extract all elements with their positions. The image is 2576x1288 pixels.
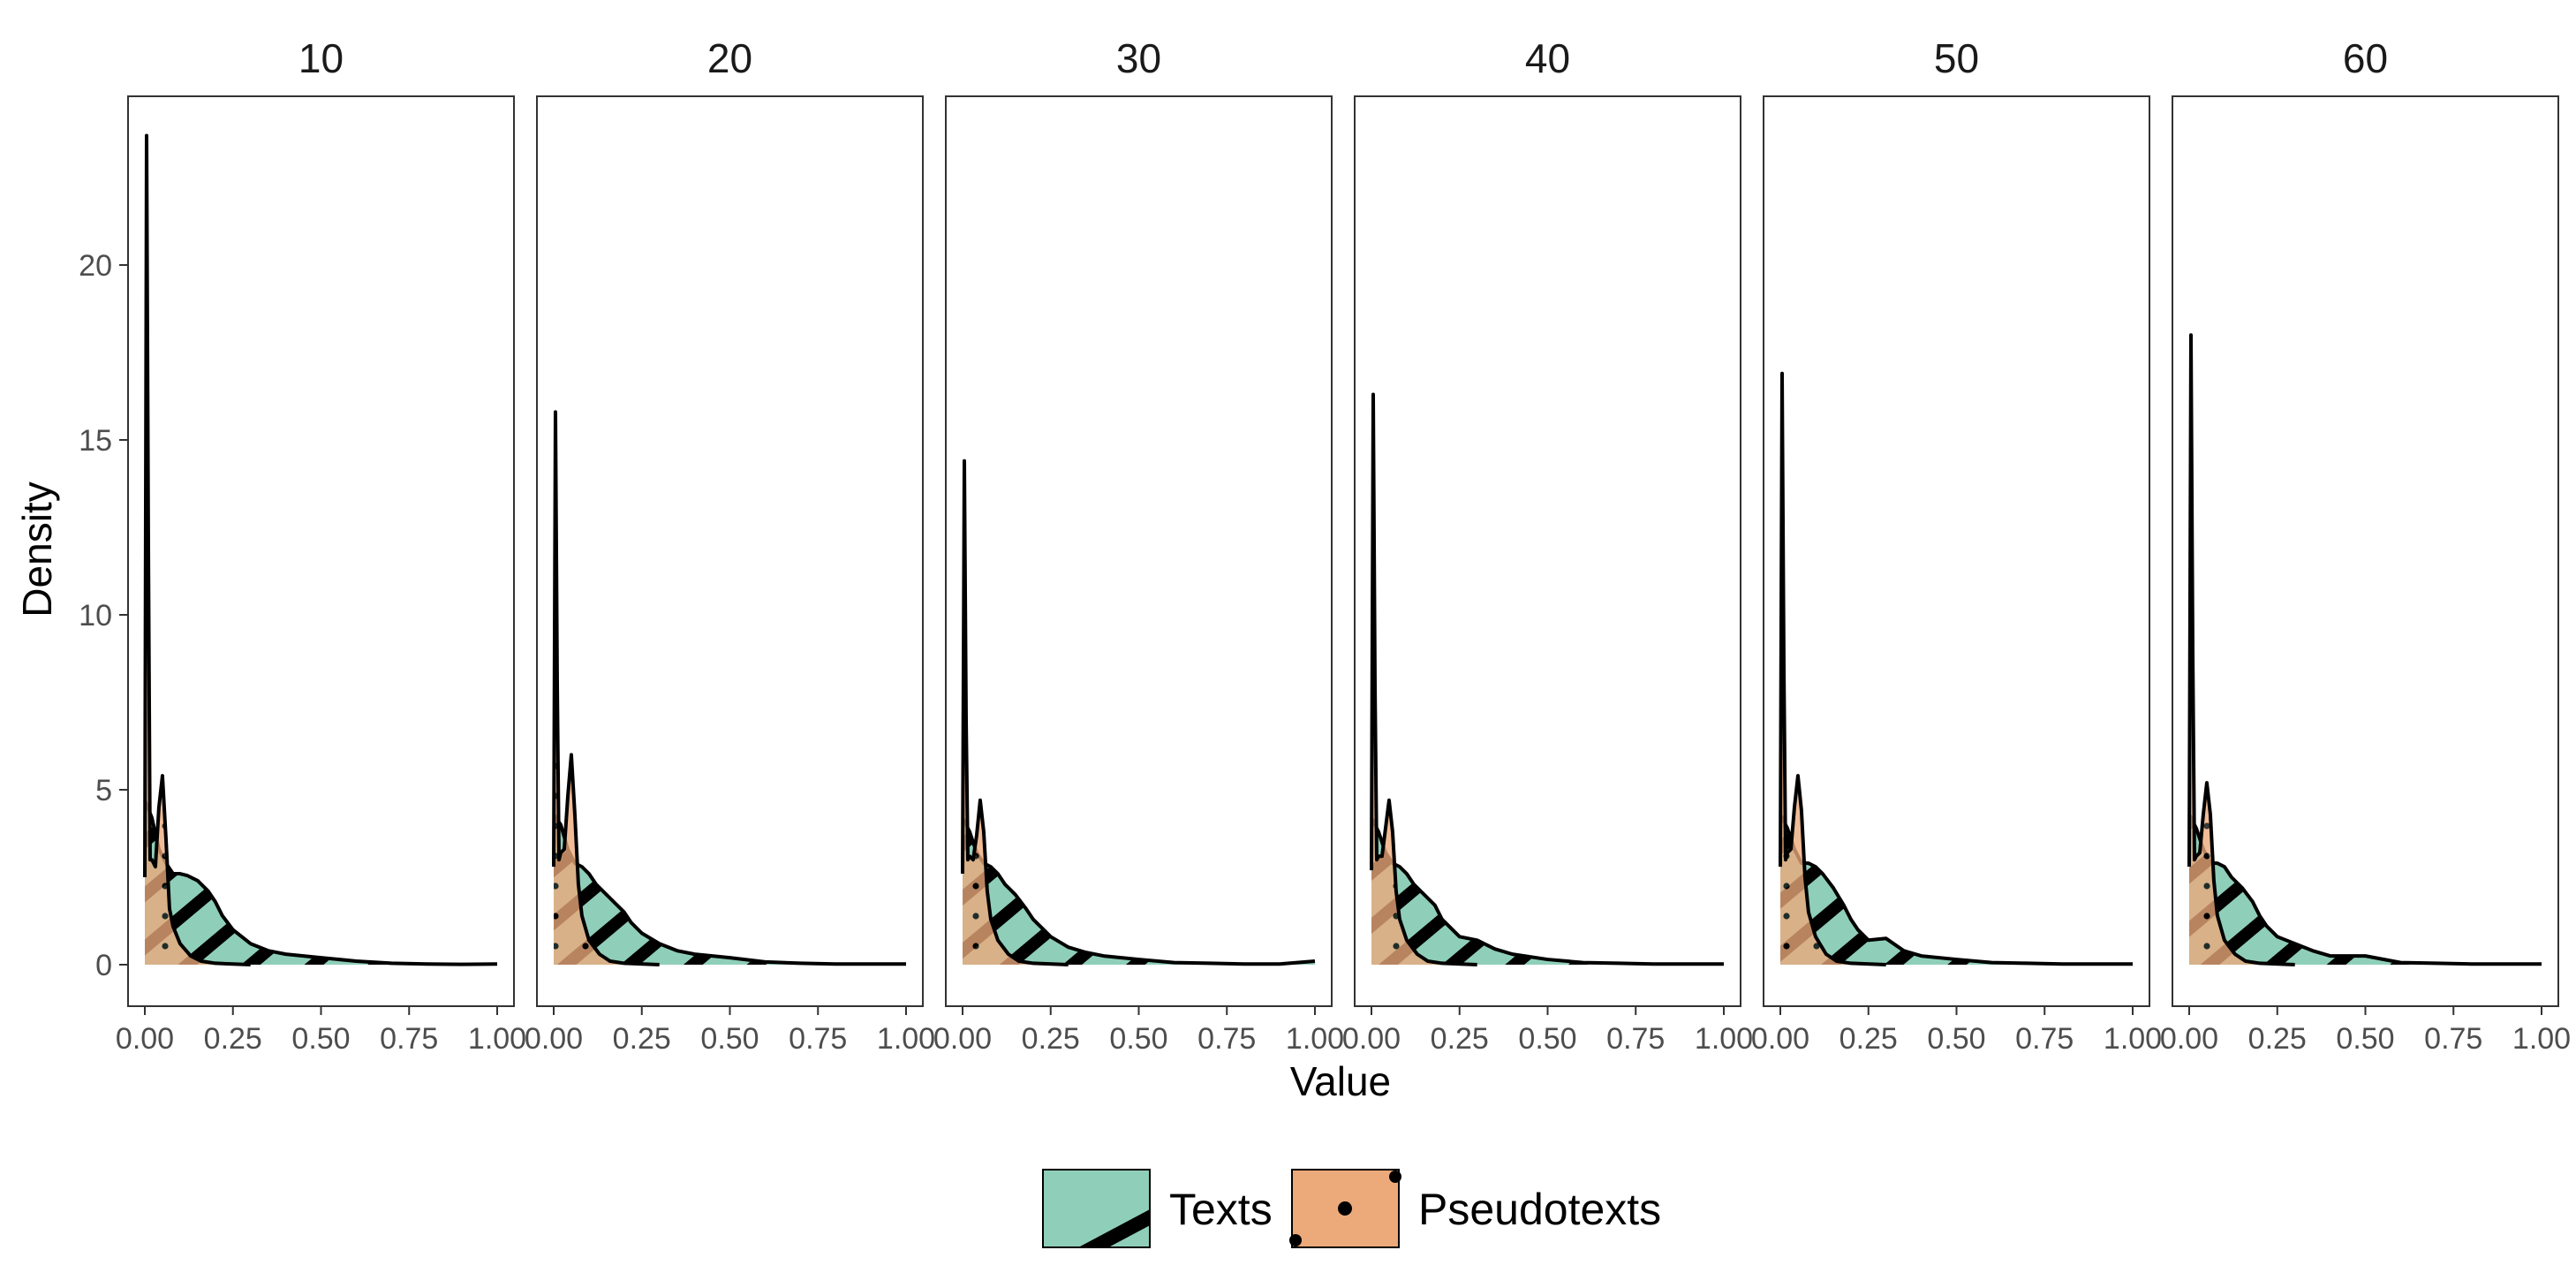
x-tick-label: 0.50 xyxy=(1518,1022,1576,1056)
legend-item-pseudotexts: Pseudotexts xyxy=(1289,1169,1661,1248)
legend-key-corner-dot xyxy=(1289,1234,1302,1246)
x-tick-label: 1.00 xyxy=(1286,1022,1344,1056)
panel-border xyxy=(1354,95,1741,1007)
x-tick-label: 0.00 xyxy=(2160,1022,2218,1056)
panel-plot-area xyxy=(961,458,1316,966)
density-area-pseudotexts xyxy=(145,135,251,966)
legend-key-corner-dot xyxy=(1389,1171,1401,1183)
density-area-pseudotexts xyxy=(1780,373,1886,965)
density-area-pseudotexts xyxy=(1371,394,1477,965)
facet-strip-title: 40 xyxy=(1525,35,1570,81)
facet-strip-title: 60 xyxy=(2343,35,2388,81)
x-tick-label: 1.00 xyxy=(2512,1022,2571,1056)
x-tick-label: 0.25 xyxy=(1839,1022,1898,1056)
y-tick-label: 0 xyxy=(95,949,112,982)
y-axis-title: Density xyxy=(14,481,60,617)
x-axis-title: Value xyxy=(1290,1058,1391,1104)
legend-label-texts: Texts xyxy=(1169,1185,1273,1234)
density-line-pseudotexts xyxy=(1370,392,1477,966)
density-line-pseudotexts xyxy=(143,133,251,966)
density-area-pseudotexts xyxy=(963,460,1069,965)
panel-border xyxy=(127,95,515,1007)
x-tick-label: 0.50 xyxy=(2336,1022,2394,1056)
x-tick-label: 0.50 xyxy=(700,1022,759,1056)
facet-strip-title: 50 xyxy=(1934,35,1979,81)
facet-strip-title: 30 xyxy=(1116,35,1161,81)
x-tick-label: 0.25 xyxy=(2248,1022,2307,1056)
x-tick-label: 0.25 xyxy=(1431,1022,1489,1056)
facet-panel-50: 50 0.00 0.25 0.50 0.75 1.00 xyxy=(1751,35,2162,1056)
y-tick-label: 20 xyxy=(79,249,112,283)
x-tick-label: 0.50 xyxy=(1109,1022,1167,1056)
x-tick-label: 1.00 xyxy=(468,1022,526,1056)
facet-panel-40: 40 0.00 0.25 0.50 0.75 1.00 xyxy=(1342,35,1753,1056)
legend: Texts Pseudotexts xyxy=(1042,1169,1661,1248)
x-tick-label: 0.25 xyxy=(204,1022,262,1056)
x-tick-label: 0.00 xyxy=(116,1022,174,1056)
x-tick-label: 0.75 xyxy=(2015,1022,2074,1056)
legend-label-pseudotexts: Pseudotexts xyxy=(1418,1185,1661,1234)
panel-plot-area xyxy=(143,133,498,966)
facet-panel-60: 60 0.00 0.25 0.50 0.75 1.00 xyxy=(2160,35,2571,1056)
density-line-pseudotexts xyxy=(961,458,1069,966)
panel-plot-area xyxy=(2187,333,2542,966)
density-area-pseudotexts xyxy=(554,412,660,965)
facet-strip-title: 20 xyxy=(707,35,752,81)
panel-border xyxy=(2172,95,2559,1007)
x-tick-label: 1.00 xyxy=(1695,1022,1753,1056)
panel-plot-area xyxy=(552,410,906,966)
legend-item-texts: Texts xyxy=(1042,1169,1273,1248)
x-tick-label: 0.50 xyxy=(1927,1022,1985,1056)
density-line-pseudotexts xyxy=(2187,333,2295,966)
facet-strip-title: 10 xyxy=(298,35,344,81)
x-tick-label: 0.75 xyxy=(1197,1022,1256,1056)
legend-key-dot xyxy=(1338,1201,1352,1216)
x-tick-label: 0.00 xyxy=(525,1022,583,1056)
legend-key-texts xyxy=(1042,1169,1151,1248)
x-tick-label: 0.75 xyxy=(1606,1022,1665,1056)
x-tick-label: 0.25 xyxy=(613,1022,671,1056)
panel-plot-area xyxy=(1370,392,1724,966)
density-line-pseudotexts xyxy=(1779,371,1886,966)
panel-plot-area xyxy=(1779,371,2133,966)
x-tick-label: 0.00 xyxy=(933,1022,992,1056)
panel-border xyxy=(1763,95,2150,1007)
facet-panel-20: 20 0.00 0.25 0.50 0.75 1.00 xyxy=(525,35,935,1056)
x-tick-label: 0.00 xyxy=(1342,1022,1401,1056)
density-area-texts xyxy=(1371,817,1724,965)
panel-border xyxy=(945,95,1333,1007)
density-area-texts xyxy=(554,814,906,965)
x-tick-label: 1.00 xyxy=(2104,1022,2162,1056)
x-tick-label: 0.75 xyxy=(789,1022,847,1056)
facet-panel-30: 30 0.00 0.25 0.50 0.75 1.00 xyxy=(933,35,1344,1056)
y-tick-label: 5 xyxy=(95,774,112,807)
facet-panel-10: 10 0.00 0.25 0.50 0.75 1.00 xyxy=(116,35,526,1056)
density-area-texts xyxy=(963,817,1315,965)
x-tick-label: 0.00 xyxy=(1751,1022,1809,1056)
y-tick-label: 10 xyxy=(79,599,112,633)
x-tick-label: 0.75 xyxy=(380,1022,438,1056)
x-tick-label: 1.00 xyxy=(877,1022,935,1056)
panels-layer: 10 0.00 0.25 0.50 0.75 1.00 20 0.00 0.25 0.50 0.75… xyxy=(79,35,2571,1056)
x-tick-label: 0.75 xyxy=(2424,1022,2482,1056)
density-line-pseudotexts xyxy=(552,410,660,966)
y-tick-label: 15 xyxy=(79,424,112,458)
x-tick-label: 0.50 xyxy=(291,1022,350,1056)
panel-border xyxy=(536,95,924,1007)
density-area-pseudotexts xyxy=(2189,335,2295,965)
x-tick-label: 0.25 xyxy=(1022,1022,1080,1056)
